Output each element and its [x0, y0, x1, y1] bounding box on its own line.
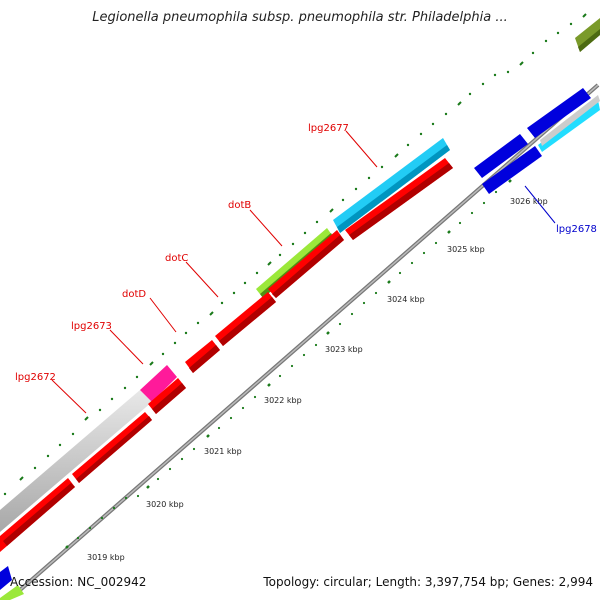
gene-olive-top[interactable] — [575, 18, 600, 52]
gene-label-lpg2678[interactable]: lpg2678 — [556, 224, 597, 235]
gene-lpg2673[interactable] — [140, 365, 177, 402]
kbp-label: 3019 kbp — [87, 553, 125, 562]
gene-label-dotC[interactable]: dotC — [165, 253, 188, 264]
gene-label-lpg2672[interactable]: lpg2672 — [15, 372, 56, 383]
gene-lpg2677-shade — [337, 145, 450, 233]
kbp-label: 3020 kbp — [146, 500, 184, 509]
gene-blue-3[interactable] — [527, 88, 591, 138]
gene-label-lpg2677[interactable]: lpg2677 — [308, 123, 349, 134]
accession-text: Accession: NC_002942 — [10, 575, 147, 589]
kbp-label: 3025 kbp — [447, 245, 485, 254]
gene-olive-top-shade — [578, 29, 600, 52]
gene-dotB[interactable] — [256, 228, 334, 298]
kbp-label: 3024 kbp — [387, 295, 425, 304]
tick-row-outer — [19, 13, 587, 481]
gene-green-bottom[interactable] — [0, 585, 24, 600]
tick-row-inner — [65, 179, 512, 549]
tick-dots-outer — [3, 22, 573, 496]
kbp-label: 3021 kbp — [204, 447, 242, 456]
blue-genes — [0, 88, 591, 590]
kbp-label: 3023 kbp — [325, 345, 363, 354]
label-leaders — [51, 130, 556, 414]
gene-blue-bottom[interactable] — [0, 566, 12, 590]
red-gene-shading — [3, 163, 453, 546]
gene-label-dotB[interactable]: dotB — [228, 200, 251, 211]
genome-title: Legionella pneumophila subsp. pneumophil… — [92, 10, 508, 25]
gene-gray-right[interactable] — [540, 95, 600, 146]
gene-label-lpg2673[interactable]: lpg2673 — [71, 321, 112, 332]
gene-blue-1[interactable] — [474, 134, 528, 178]
backbone-line-inner — [19, 84, 599, 591]
gene-gray[interactable] — [0, 390, 152, 532]
gene-blue-2[interactable] — [482, 146, 542, 194]
kbp-label: 3026 kbp — [510, 197, 548, 206]
gene-label-dotD[interactable]: dotD — [122, 289, 146, 300]
kbp-label: 3022 kbp — [264, 396, 302, 405]
topology-text: Topology: circular; Length: 3,397,754 bp… — [263, 575, 593, 589]
tick-dots-inner — [76, 190, 498, 540]
